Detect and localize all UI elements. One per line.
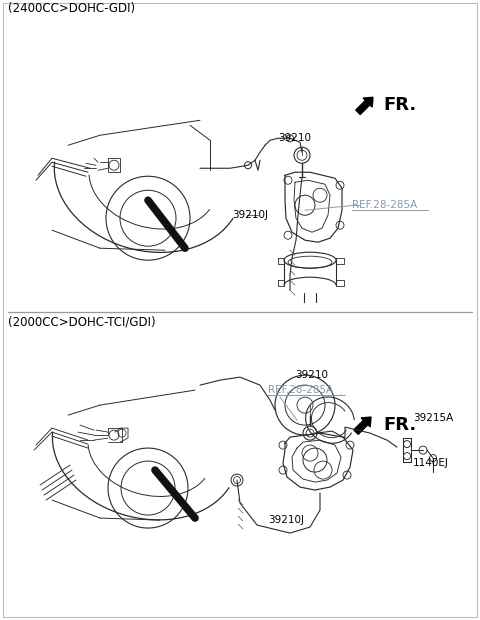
Text: (2400CC>DOHC-GDI): (2400CC>DOHC-GDI) <box>8 2 135 15</box>
Text: 39210: 39210 <box>278 133 312 143</box>
Text: 39210: 39210 <box>295 370 328 380</box>
Text: (2000CC>DOHC-TCI/GDI): (2000CC>DOHC-TCI/GDI) <box>8 316 156 329</box>
Text: 39210J: 39210J <box>232 210 268 220</box>
Text: FR.: FR. <box>383 96 416 114</box>
FancyArrow shape <box>356 97 373 115</box>
Text: 1140EJ: 1140EJ <box>413 458 449 468</box>
FancyArrow shape <box>354 417 371 435</box>
Text: REF.28-285A: REF.28-285A <box>352 200 417 210</box>
Text: 39210J: 39210J <box>268 515 304 525</box>
Text: 39215A: 39215A <box>413 413 453 423</box>
Text: FR.: FR. <box>383 416 416 434</box>
Text: REF.28-285A: REF.28-285A <box>268 385 333 395</box>
